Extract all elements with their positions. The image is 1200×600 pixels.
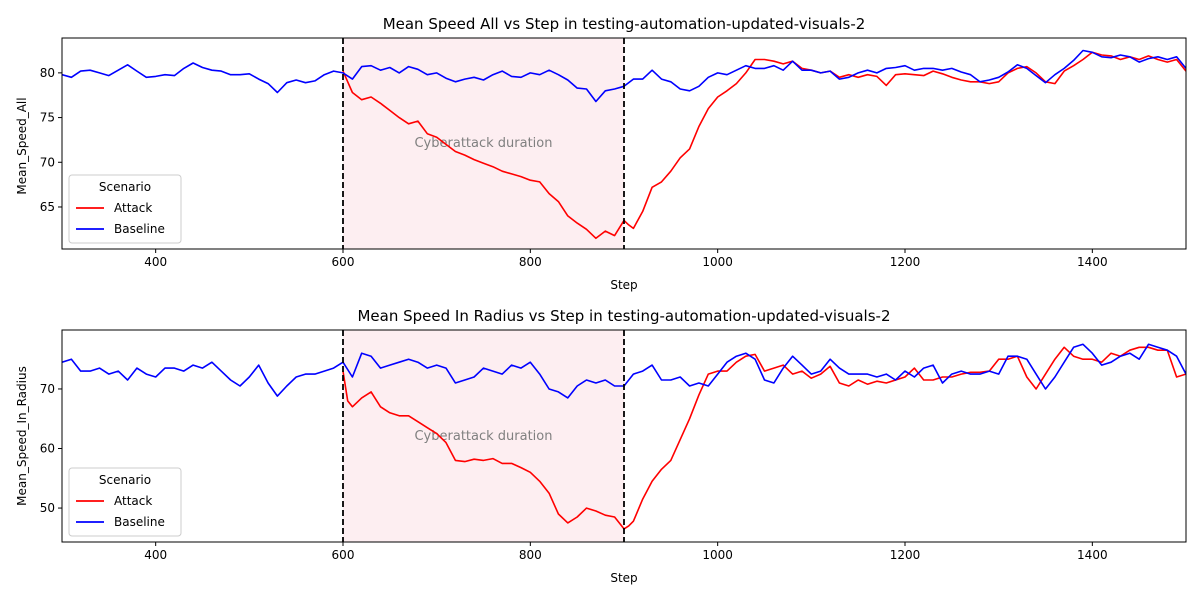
series-line-attack xyxy=(342,346,1186,530)
y-tick-label: 70 xyxy=(40,382,55,396)
legend: Scenario Attack Baseline xyxy=(68,467,182,537)
legend-box xyxy=(68,174,182,244)
x-tick-label: 400 xyxy=(144,255,167,269)
chart-title: Mean Speed All vs Step in testing-automa… xyxy=(383,15,866,33)
legend-entry-attack: Attack xyxy=(114,494,152,508)
chart-mean-speed-in-radius: Mean Speed In Radius vs Step in testing-… xyxy=(15,307,1187,585)
series-line-attack xyxy=(342,51,1186,240)
axes-frame xyxy=(61,37,1187,250)
y-tick-label: 80 xyxy=(40,66,55,80)
x-tick-label: 1000 xyxy=(702,548,733,562)
plot-area: Cyberattack duration 400 600 800 1000 1200 140… xyxy=(40,329,1187,562)
y-axis-label: Mean_Speed_All xyxy=(15,97,29,194)
plot-area: Cyberattack duration 400 600 800 1000 1200 140… xyxy=(40,37,1187,269)
annotation-label: Cyberattack duration xyxy=(414,429,552,444)
chart-title: Mean Speed In Radius vs Step in testing-… xyxy=(357,307,890,325)
y-tick-label: 65 xyxy=(40,200,55,214)
x-axis-label: Step xyxy=(610,571,637,585)
x-tick-label: 1400 xyxy=(1077,255,1108,269)
legend-title: Scenario xyxy=(99,180,151,194)
y-tick-label: 50 xyxy=(40,501,55,515)
annotation-label: Cyberattack duration xyxy=(414,136,552,151)
y-tick-label: 60 xyxy=(40,442,55,456)
x-tick-label: 400 xyxy=(144,548,167,562)
y-tick-label: 70 xyxy=(40,155,55,169)
legend-box xyxy=(68,467,182,537)
legend: Scenario Attack Baseline xyxy=(68,174,182,244)
x-axis-label: Step xyxy=(610,278,637,292)
x-tick-label: 800 xyxy=(519,548,542,562)
x-tick-label: 600 xyxy=(332,548,355,562)
legend-title: Scenario xyxy=(99,473,151,487)
x-tick-label: 1200 xyxy=(890,255,921,269)
legend-entry-baseline: Baseline xyxy=(114,515,165,529)
chart-mean-speed-all: Mean Speed All vs Step in testing-automa… xyxy=(15,15,1187,292)
y-axis-label: Mean_Speed_In_Radius xyxy=(15,366,29,506)
cyberattack-shaded-region xyxy=(343,38,624,249)
y-tick-label: 75 xyxy=(40,111,55,125)
x-tick-label: 600 xyxy=(332,255,355,269)
axes-frame xyxy=(61,329,1187,543)
x-tick-label: 1200 xyxy=(890,548,921,562)
x-tick-label: 1000 xyxy=(702,255,733,269)
x-tick-label: 1400 xyxy=(1077,548,1108,562)
legend-entry-attack: Attack xyxy=(114,201,152,215)
legend-entry-baseline: Baseline xyxy=(114,222,165,236)
x-tick-label: 800 xyxy=(519,255,542,269)
